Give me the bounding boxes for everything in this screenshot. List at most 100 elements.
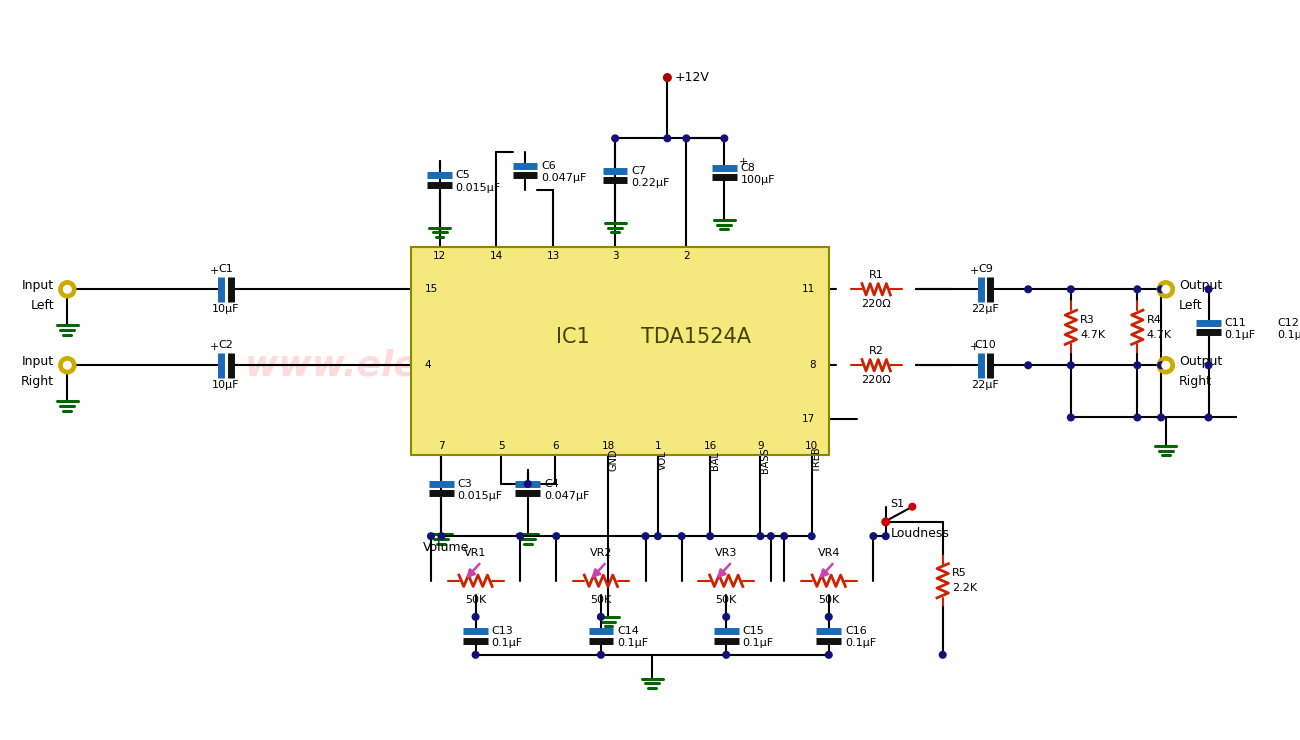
- Text: +: +: [209, 266, 220, 276]
- Circle shape: [940, 651, 946, 658]
- Circle shape: [809, 533, 815, 539]
- Text: Loudness: Loudness: [891, 527, 949, 539]
- Text: Right: Right: [21, 374, 55, 388]
- Text: C6: C6: [541, 161, 556, 171]
- Circle shape: [767, 533, 775, 539]
- Circle shape: [723, 613, 729, 620]
- Circle shape: [1257, 362, 1264, 369]
- Circle shape: [723, 651, 729, 658]
- Circle shape: [58, 357, 75, 374]
- Text: TREB: TREB: [811, 448, 822, 473]
- Text: C3: C3: [458, 479, 472, 489]
- Text: TDA1524A: TDA1524A: [641, 327, 751, 347]
- Text: +: +: [970, 342, 979, 352]
- Text: 50K: 50K: [590, 595, 611, 605]
- Text: 0.1μF: 0.1μF: [618, 639, 649, 648]
- Text: Input: Input: [22, 355, 55, 368]
- Circle shape: [1067, 362, 1074, 369]
- Text: 1: 1: [655, 441, 662, 451]
- Text: R2: R2: [868, 346, 884, 356]
- Circle shape: [707, 533, 714, 539]
- Text: 0.015μF: 0.015μF: [455, 183, 500, 192]
- Text: 7: 7: [438, 441, 445, 451]
- Circle shape: [1162, 286, 1170, 293]
- Circle shape: [682, 135, 690, 141]
- Circle shape: [679, 533, 685, 539]
- Circle shape: [722, 135, 728, 141]
- Text: 4.7K: 4.7K: [1147, 330, 1171, 340]
- Circle shape: [642, 533, 649, 539]
- Text: C1: C1: [218, 264, 233, 274]
- Circle shape: [472, 613, 478, 620]
- Circle shape: [552, 533, 559, 539]
- Text: 22μF: 22μF: [971, 304, 1000, 314]
- Text: Volume: Volume: [424, 541, 469, 554]
- Text: 9: 9: [757, 441, 763, 451]
- Text: 10: 10: [805, 441, 818, 451]
- Text: VOL: VOL: [658, 451, 668, 470]
- Text: C9: C9: [978, 264, 993, 274]
- Circle shape: [1162, 361, 1170, 369]
- Text: Output: Output: [1179, 279, 1222, 292]
- Circle shape: [1205, 414, 1212, 421]
- Text: Left: Left: [30, 299, 55, 312]
- Text: 100μF: 100μF: [741, 175, 775, 185]
- Circle shape: [883, 533, 889, 539]
- Text: R4: R4: [1147, 314, 1162, 325]
- Text: C10: C10: [975, 340, 996, 350]
- Text: 0.1μF: 0.1μF: [491, 639, 523, 648]
- Text: C13: C13: [491, 626, 514, 636]
- Text: 13: 13: [547, 251, 560, 261]
- Circle shape: [1205, 286, 1212, 292]
- Circle shape: [881, 518, 889, 525]
- Circle shape: [826, 613, 832, 620]
- Text: VR2: VR2: [590, 548, 612, 558]
- Text: C16: C16: [845, 626, 867, 636]
- Circle shape: [58, 280, 75, 297]
- Text: 4.7K: 4.7K: [1080, 330, 1105, 340]
- Circle shape: [1158, 414, 1165, 421]
- Text: C14: C14: [618, 626, 638, 636]
- Text: +: +: [209, 342, 220, 352]
- Text: 22μF: 22μF: [971, 380, 1000, 391]
- Circle shape: [1257, 286, 1264, 292]
- Text: Output: Output: [1179, 355, 1222, 368]
- Circle shape: [1134, 286, 1140, 292]
- Text: 0.015μF: 0.015μF: [458, 491, 503, 501]
- Circle shape: [1257, 414, 1264, 421]
- Circle shape: [1134, 414, 1140, 421]
- Text: Right: Right: [1179, 374, 1212, 388]
- Text: 15: 15: [424, 284, 438, 295]
- Text: 12: 12: [433, 251, 446, 261]
- Text: 0.1μF: 0.1μF: [845, 639, 876, 648]
- Text: 10μF: 10μF: [212, 304, 239, 314]
- Circle shape: [1067, 414, 1074, 421]
- Text: 16: 16: [703, 441, 716, 451]
- Text: Input: Input: [22, 279, 55, 292]
- Circle shape: [826, 651, 832, 658]
- Text: 4: 4: [424, 360, 430, 370]
- Circle shape: [612, 135, 619, 141]
- Circle shape: [909, 503, 915, 510]
- Circle shape: [757, 533, 763, 539]
- Text: 8: 8: [809, 360, 815, 370]
- Text: R1: R1: [868, 270, 884, 280]
- Text: 50K: 50K: [715, 595, 737, 605]
- Circle shape: [870, 533, 876, 539]
- Text: 0.047μF: 0.047μF: [541, 173, 586, 184]
- Text: Left: Left: [1179, 299, 1203, 312]
- Circle shape: [472, 651, 478, 658]
- Text: C12: C12: [1277, 317, 1299, 328]
- Circle shape: [1205, 362, 1212, 369]
- Text: R3: R3: [1080, 314, 1095, 325]
- Circle shape: [781, 533, 788, 539]
- Text: C5: C5: [455, 170, 471, 181]
- Text: +: +: [970, 266, 979, 276]
- Text: 18: 18: [602, 441, 615, 451]
- Text: 17: 17: [802, 414, 815, 424]
- Text: 14: 14: [490, 251, 503, 261]
- Text: VR1: VR1: [464, 548, 486, 558]
- Circle shape: [1157, 280, 1174, 297]
- Text: 5: 5: [498, 441, 504, 451]
- Text: 11: 11: [802, 284, 815, 295]
